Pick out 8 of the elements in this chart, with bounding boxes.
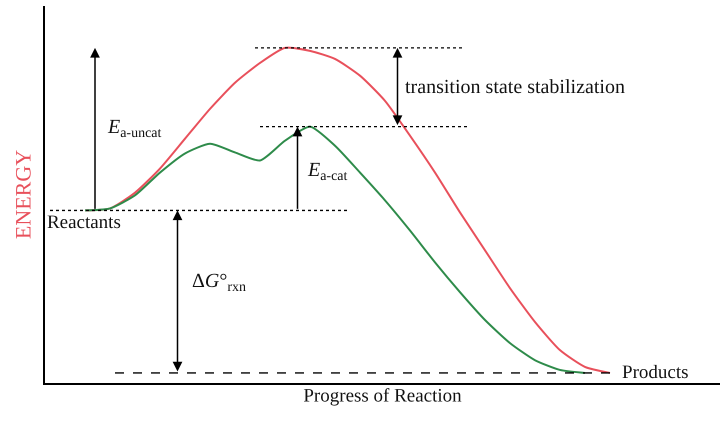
annotation: E$_{a-uncat}$ — [107, 116, 162, 142]
annotation: transition state stabilization — [405, 76, 625, 98]
annotation: ΔG°$_{rxn}$ — [192, 270, 246, 296]
x-axis-title: Progress of Reaction — [303, 385, 462, 406]
annotation: E$_{a-cat}$ — [307, 159, 348, 184]
y-axis-title: ENERGY — [10, 150, 36, 240]
ref-line-label: Products — [622, 362, 688, 383]
ref-line-label: Reactants — [47, 212, 121, 233]
